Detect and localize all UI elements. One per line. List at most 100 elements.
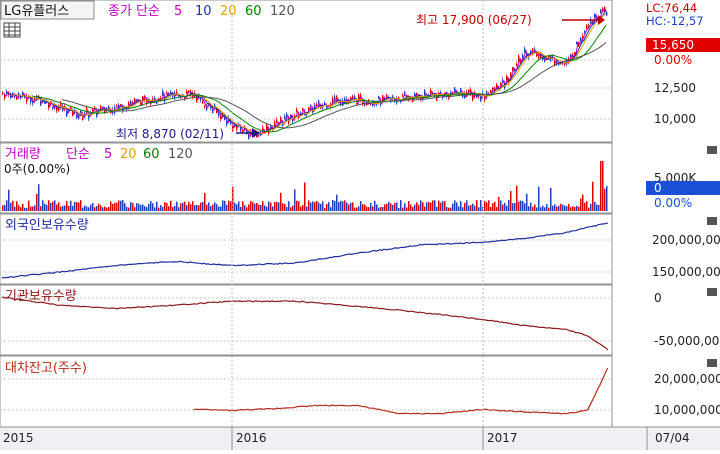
volume-bar [566, 206, 568, 211]
volume-bar [110, 201, 112, 211]
volume-bar [494, 201, 496, 211]
candle-body [308, 107, 310, 112]
candle-body [470, 89, 472, 95]
volume-bar [162, 207, 164, 211]
candle-body [572, 54, 574, 60]
stock-name[interactable]: LG유플러스 [4, 4, 69, 19]
volume-bar [348, 204, 350, 211]
volume-bar [268, 201, 270, 211]
volume-ma-60: 60 [143, 147, 160, 162]
volume-bar [352, 202, 354, 211]
volume-bar [92, 203, 94, 211]
volume-bar [310, 202, 312, 211]
candle-body [208, 102, 210, 105]
candle-body [570, 54, 572, 58]
candle-body [282, 123, 284, 126]
volume-bar [42, 200, 44, 211]
institution-holdings-line [1, 296, 609, 351]
candle-body [70, 107, 72, 109]
volume-bar [144, 206, 146, 211]
price-panel[interactable] [0, 0, 613, 143]
stock-name-box[interactable] [0, 0, 95, 20]
candle-body [92, 108, 94, 112]
volume-bar [160, 205, 162, 211]
volume-bar [312, 201, 314, 211]
candle-body [576, 41, 578, 45]
volume-bar [582, 194, 584, 211]
volume-bar [300, 206, 302, 211]
panel-close-icons[interactable] [707, 146, 717, 367]
volume-bar [294, 189, 296, 211]
x-axis-label-current-date: 07/04 [655, 431, 690, 445]
volume-bar [440, 202, 442, 211]
candle-body [50, 101, 52, 104]
candle-body [262, 127, 264, 130]
institution-panel[interactable] [0, 284, 613, 356]
volume-bar [500, 200, 502, 211]
foreign-tick-150m: 150,000,000 [652, 265, 720, 279]
candle-body [286, 113, 288, 120]
candle-body [240, 125, 242, 132]
volume-bar [220, 206, 222, 211]
volume-bar [140, 205, 142, 211]
volume-bar [270, 202, 272, 211]
volume-bar [316, 200, 318, 211]
volume-bar [204, 193, 206, 211]
candle-body [102, 106, 104, 109]
volume-bar [126, 206, 128, 211]
volume-bar [606, 185, 608, 211]
grid-table-icon[interactable] [3, 22, 21, 38]
volume-bar [382, 207, 384, 211]
short-interest-panel[interactable] [0, 355, 613, 428]
volume-title: 거래량 [5, 147, 41, 162]
institution-panel-close-icon[interactable] [707, 288, 717, 296]
volume-bar [446, 207, 448, 211]
volume-bar [472, 203, 474, 211]
volume-bar [276, 201, 278, 211]
candle-body [406, 95, 408, 100]
short-tick-20m: 20,000,000 [654, 372, 720, 386]
candle-body [52, 106, 54, 109]
candle-body [578, 41, 580, 47]
candle-body [358, 94, 360, 100]
volume-bar [384, 204, 386, 211]
short-panel-close-icon[interactable] [707, 359, 717, 367]
volume-bar [36, 193, 38, 211]
candle-body [86, 107, 88, 113]
volume-bar [72, 205, 74, 211]
volume-bar [394, 202, 396, 211]
x-axis-label-2015: 2015 [3, 431, 34, 445]
candle-body [284, 115, 286, 120]
volume-bar [562, 204, 564, 211]
candle-body [520, 58, 522, 64]
y-axis-area [612, 0, 720, 427]
volume-bar [222, 200, 224, 211]
candle-body [506, 76, 508, 81]
volume-current-pct: 0.00% [654, 196, 692, 210]
volume-bar [478, 207, 480, 211]
foreign-panel-close-icon[interactable] [707, 217, 717, 225]
volume-bar [560, 203, 562, 211]
volume-panel[interactable] [0, 142, 613, 214]
volume-bar [332, 200, 334, 211]
price-ma-20: 20 [220, 4, 237, 19]
volume-bar [10, 202, 12, 211]
candle-body [144, 95, 146, 101]
candle-body [500, 82, 502, 87]
candle-body [14, 94, 16, 98]
volume-bar [176, 201, 178, 211]
candle-body [424, 90, 426, 96]
candle-body [210, 106, 212, 109]
volume-bar [432, 200, 434, 211]
volume-bar [596, 204, 598, 211]
candle-body [128, 102, 130, 108]
foreign-panel[interactable] [0, 213, 613, 285]
price-moving-averages [3, 8, 607, 138]
volume-panel-close-icon[interactable] [707, 146, 717, 154]
candle-body [80, 110, 82, 113]
candle-body [476, 95, 478, 98]
volume-bar [526, 193, 528, 211]
candle-body [100, 105, 102, 111]
volume-bar [158, 207, 160, 211]
